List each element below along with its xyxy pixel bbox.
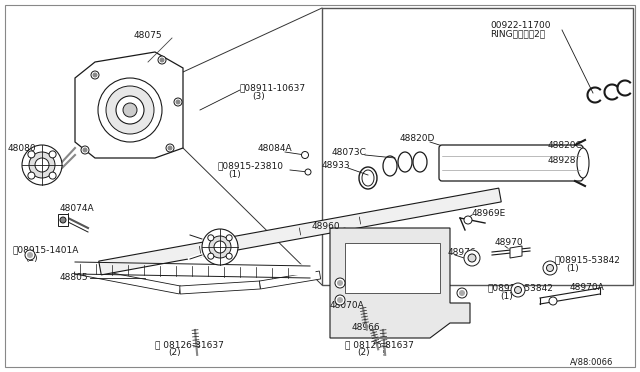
Text: ⓝ08911-10637: ⓝ08911-10637 (240, 83, 306, 93)
Text: 48933: 48933 (322, 160, 351, 170)
Text: 48970: 48970 (495, 237, 524, 247)
Circle shape (209, 236, 231, 258)
Circle shape (337, 298, 342, 302)
Polygon shape (74, 266, 180, 294)
Text: 48970A: 48970A (570, 283, 605, 292)
Text: 48073C: 48073C (332, 148, 367, 157)
Circle shape (226, 235, 232, 241)
Circle shape (49, 151, 56, 158)
Circle shape (22, 145, 62, 185)
Text: 48070A: 48070A (330, 301, 365, 310)
Circle shape (93, 73, 97, 77)
Circle shape (176, 100, 180, 104)
Text: Ⓑ 08126-81637: Ⓑ 08126-81637 (345, 340, 414, 350)
Text: 48820D: 48820D (400, 134, 435, 142)
Circle shape (81, 146, 89, 154)
Circle shape (547, 264, 554, 272)
Text: A/88:0066: A/88:0066 (570, 357, 613, 366)
Text: 48969E: 48969E (472, 208, 506, 218)
Text: RINGリング（2）: RINGリング（2） (490, 29, 545, 38)
Circle shape (337, 280, 342, 285)
Text: 48084A: 48084A (258, 144, 292, 153)
Circle shape (123, 103, 137, 117)
Circle shape (49, 172, 56, 179)
Circle shape (511, 283, 525, 297)
Polygon shape (58, 214, 68, 226)
Text: 48075: 48075 (134, 31, 163, 39)
Polygon shape (330, 228, 470, 338)
Circle shape (335, 278, 345, 288)
Circle shape (208, 235, 214, 241)
Polygon shape (99, 188, 501, 275)
Circle shape (202, 229, 238, 265)
Text: 48928: 48928 (548, 155, 577, 164)
Polygon shape (180, 281, 260, 294)
Polygon shape (259, 271, 321, 289)
Circle shape (515, 286, 522, 294)
Text: 48820C: 48820C (548, 141, 583, 150)
Text: (1): (1) (566, 263, 579, 273)
Text: (1): (1) (228, 170, 241, 179)
Text: 48976: 48976 (448, 247, 477, 257)
Text: (1): (1) (500, 292, 513, 301)
Circle shape (166, 144, 174, 152)
Circle shape (468, 254, 476, 262)
Circle shape (301, 151, 308, 158)
Text: (2): (2) (357, 349, 370, 357)
Polygon shape (75, 52, 183, 158)
Circle shape (116, 96, 144, 124)
Text: 48966: 48966 (352, 324, 381, 333)
Text: Ⓦ08915-23810: Ⓦ08915-23810 (218, 161, 284, 170)
Circle shape (464, 216, 472, 224)
Circle shape (174, 98, 182, 106)
Circle shape (35, 158, 49, 172)
Circle shape (214, 241, 226, 253)
Text: Ⓦ08915-53842: Ⓦ08915-53842 (555, 256, 621, 264)
Circle shape (549, 297, 557, 305)
Circle shape (91, 71, 99, 79)
Circle shape (160, 58, 164, 62)
Circle shape (305, 169, 311, 175)
Text: Ⓦ08915-1401A: Ⓦ08915-1401A (12, 246, 78, 254)
Circle shape (28, 151, 35, 158)
Circle shape (168, 146, 172, 150)
Circle shape (208, 253, 214, 259)
Circle shape (226, 253, 232, 259)
Ellipse shape (577, 148, 589, 178)
Text: 48080: 48080 (8, 144, 36, 153)
Circle shape (25, 250, 35, 260)
Circle shape (28, 172, 35, 179)
Polygon shape (345, 243, 440, 293)
Circle shape (29, 152, 55, 178)
Text: 48805: 48805 (60, 273, 88, 282)
Circle shape (98, 78, 162, 142)
Circle shape (28, 253, 33, 257)
Text: (2): (2) (168, 349, 180, 357)
Circle shape (543, 261, 557, 275)
Polygon shape (510, 246, 522, 258)
Text: Ⓦ08915-53842: Ⓦ08915-53842 (488, 283, 554, 292)
Circle shape (457, 288, 467, 298)
Circle shape (460, 291, 465, 295)
Bar (322, 8, 633, 285)
Circle shape (106, 86, 154, 134)
Text: (3): (3) (252, 92, 265, 100)
Text: 48074A: 48074A (60, 203, 95, 212)
Text: Ⓑ 08126-81637: Ⓑ 08126-81637 (155, 340, 224, 350)
Text: (2): (2) (25, 254, 38, 263)
Circle shape (464, 250, 480, 266)
Circle shape (158, 56, 166, 64)
Text: 48960: 48960 (312, 221, 340, 231)
Text: 00922-11700: 00922-11700 (490, 20, 550, 29)
Circle shape (335, 295, 345, 305)
Circle shape (60, 217, 66, 223)
Circle shape (83, 148, 87, 152)
FancyBboxPatch shape (439, 145, 583, 181)
